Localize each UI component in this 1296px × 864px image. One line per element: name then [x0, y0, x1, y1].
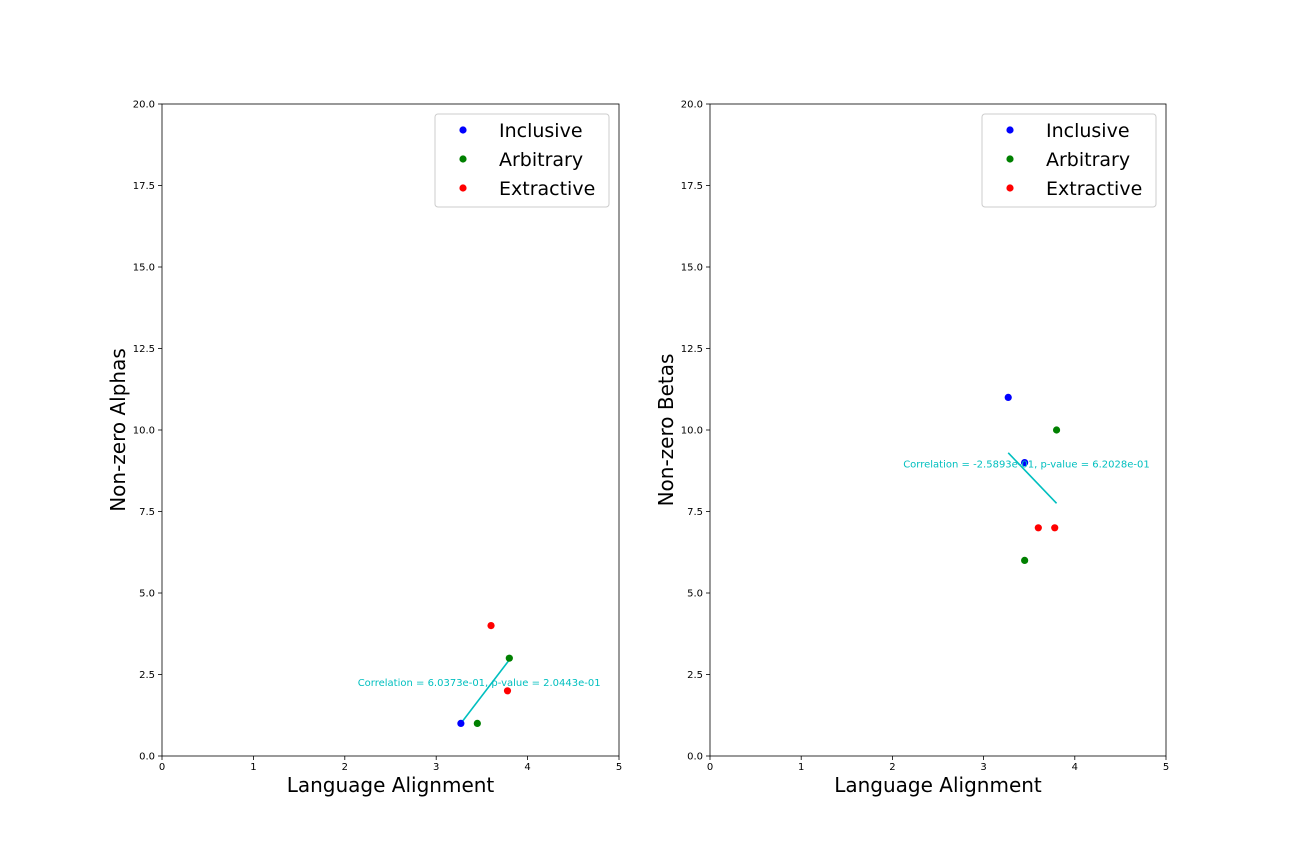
data-point-extractive — [1034, 524, 1042, 532]
y-tick-label: 7.5 — [139, 507, 155, 518]
x-axis-title: Language Alignment — [834, 773, 1042, 797]
legend-marker-inclusive — [1006, 126, 1014, 134]
y-tick-label: 15.0 — [133, 263, 155, 274]
data-point-extractive — [487, 622, 495, 630]
x-tick-label: 4 — [1072, 762, 1078, 773]
y-tick-label: 0.0 — [687, 752, 703, 763]
y-tick-label: 2.5 — [139, 670, 155, 681]
y-tick-label: 5.0 — [139, 589, 155, 600]
y-axis-title: Non-zero Betas — [654, 354, 678, 507]
legend-marker-arbitrary — [459, 155, 467, 163]
data-point-arbitrary — [1021, 556, 1029, 565]
y-tick-label: 7.5 — [687, 507, 703, 518]
legend-label-arbitrary: Arbitrary — [1046, 149, 1130, 171]
x-tick-label: 2 — [889, 762, 895, 773]
chart-panel-2: 0 1 2 3 4 5 0.0 2.5 5.0 7.5 10.0 12.5 15.0 17.5 20.0 La… — [654, 100, 1169, 798]
trend-line — [1007, 452, 1058, 504]
data-point-inclusive — [1021, 459, 1029, 467]
x-tick-label: 2 — [342, 762, 348, 773]
y-tick-label: 20.0 — [681, 100, 703, 111]
legend-marker-extractive — [1006, 184, 1014, 192]
x-tick-label: 5 — [616, 762, 622, 773]
y-tick-label: 17.5 — [681, 181, 703, 192]
data-point-inclusive — [457, 719, 465, 728]
y-tick-label: 10.0 — [133, 426, 155, 437]
legend-marker-inclusive — [459, 126, 467, 134]
legend-label-inclusive: Inclusive — [1046, 120, 1130, 142]
trend-line — [460, 659, 510, 724]
x-tick-label: 5 — [1163, 762, 1169, 773]
y-tick-label: 20.0 — [133, 100, 155, 111]
data-point-extractive — [1051, 524, 1059, 532]
y-tick-label: 10.0 — [681, 426, 703, 437]
legend-marker-extractive — [459, 184, 467, 192]
data-point-arbitrary — [473, 719, 481, 728]
x-tick-label: 4 — [524, 762, 530, 773]
y-tick-label: 17.5 — [133, 181, 155, 192]
legend-box — [981, 113, 1157, 208]
y-tick-label: 15.0 — [681, 263, 703, 274]
data-point-arbitrary — [505, 654, 513, 662]
legend-label-extractive: Extractive — [499, 178, 595, 200]
x-axis-title: Language Alignment — [287, 773, 495, 797]
y-tick-label: 2.5 — [687, 670, 703, 681]
legend-marker-arbitrary — [1006, 155, 1014, 163]
legend-box — [434, 113, 610, 208]
y-tick-label: 0.0 — [139, 752, 155, 763]
legend: Inclusive Arbitrary Extractive — [434, 113, 610, 208]
y-tick-label: 12.5 — [133, 344, 155, 355]
y-tick-label: 12.5 — [681, 344, 703, 355]
y-axis-title: Non-zero Alphas — [106, 348, 130, 512]
correlation-annotation: Correlation = 6.0373e-01, p-value = 2.04… — [358, 678, 601, 689]
legend: Inclusive Arbitrary Extractive — [981, 113, 1157, 208]
legend-label-inclusive: Inclusive — [499, 120, 583, 142]
legend-label-arbitrary: Arbitrary — [499, 149, 583, 171]
data-point-inclusive — [1004, 393, 1012, 401]
x-tick-label: 3 — [433, 762, 439, 773]
x-tick-label: 3 — [980, 762, 986, 773]
x-tick-label: 1 — [798, 762, 804, 773]
x-tick-label: 0 — [707, 762, 713, 773]
chart-panel-1: 0 1 2 3 4 5 0.0 2.5 5.0 7.5 10.0 12.5 15.0 17.5 20.0 La… — [106, 100, 622, 798]
x-tick-label: 1 — [250, 762, 256, 773]
legend-label-extractive: Extractive — [1046, 178, 1142, 200]
x-tick-label: 0 — [159, 762, 165, 773]
correlation-annotation: Correlation = -2.5893e-01, p-value = 6.2… — [903, 459, 1150, 470]
y-tick-label: 5.0 — [687, 589, 703, 600]
data-point-extractive — [503, 687, 512, 695]
data-point-arbitrary — [1052, 426, 1061, 434]
